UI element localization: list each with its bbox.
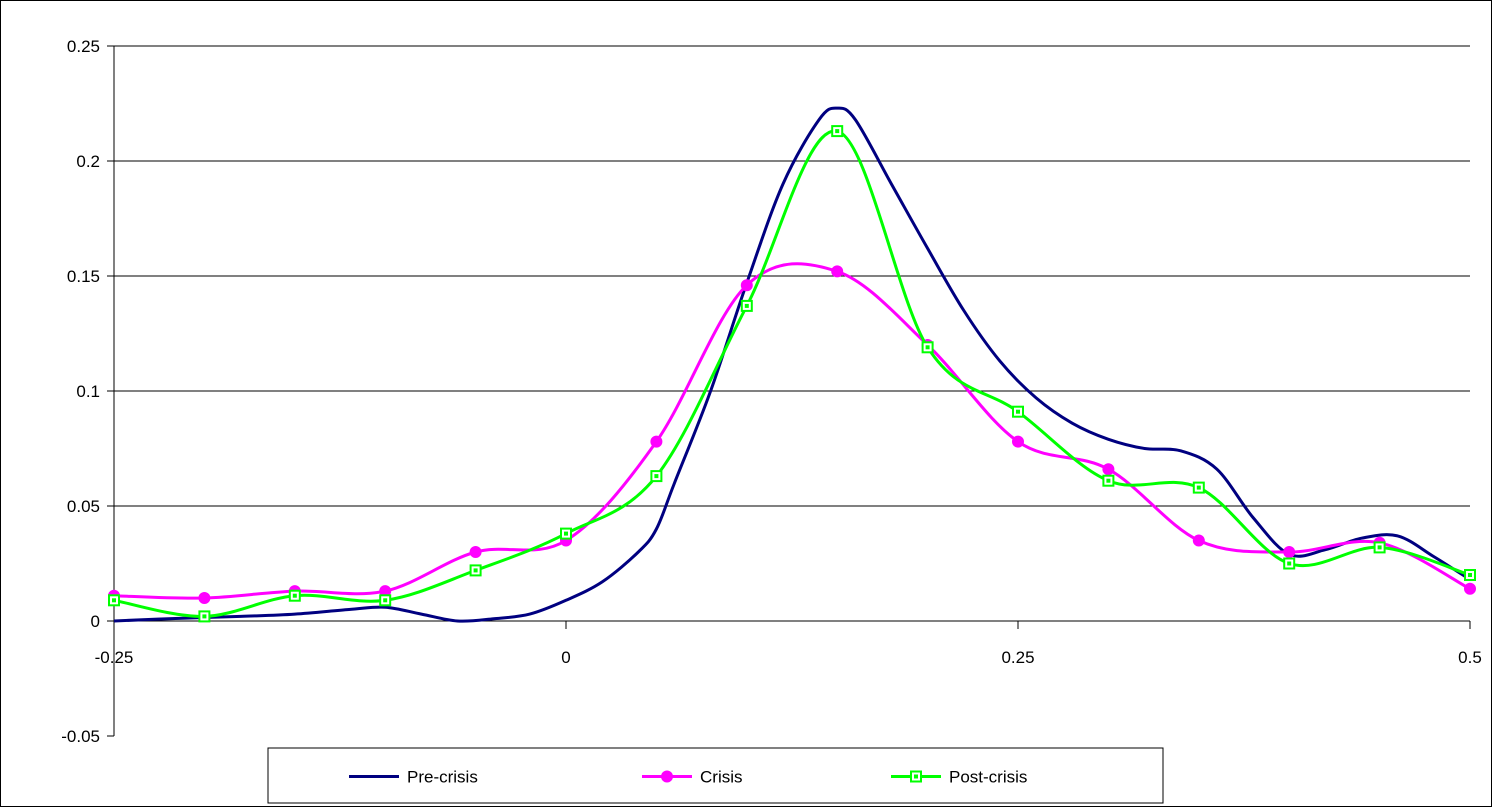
- x-tick-label: 0: [561, 648, 570, 667]
- data-point-crisis: [1012, 435, 1024, 448]
- data-point-post-crisis-core: [1106, 478, 1111, 483]
- legend-marker-crisis: [661, 770, 673, 783]
- data-point-crisis: [198, 592, 211, 604]
- y-tick-label: -0.05: [61, 727, 100, 746]
- data-point-post-crisis-core: [1377, 545, 1382, 550]
- y-tick-label: 0.1: [76, 382, 100, 401]
- legend-marker-post-crisis-core: [914, 774, 918, 779]
- data-point-post-crisis-core: [1016, 409, 1020, 414]
- axes: -0.05 0 0.05 0.1 0.15 0.2 0.25 -0.25 0 0.25 0.5: [61, 37, 1482, 746]
- data-point-post-crisis-core: [654, 474, 659, 479]
- data-point-crisis: [1192, 534, 1205, 547]
- data-point-post-crisis-core: [112, 598, 116, 603]
- y-tick-label: 0.25: [67, 37, 100, 56]
- y-tick-label: 0: [91, 612, 100, 631]
- x-tick-label: 0.5: [1458, 648, 1482, 667]
- data-point-post-crisis-core: [383, 598, 388, 603]
- series-pre-crisis: [113, 106, 1471, 623]
- x-tick-label: -0.25: [95, 648, 134, 667]
- x-tick-label: 0.25: [1001, 648, 1034, 667]
- series-line-post-crisis: [113, 129, 1471, 618]
- data-point-post-crisis-core: [1287, 561, 1292, 566]
- data-point-post-crisis-core: [1468, 573, 1472, 577]
- legend-box: [267, 747, 1164, 804]
- data-point-crisis: [1283, 546, 1296, 558]
- data-point-post-crisis-core: [202, 614, 207, 619]
- data-point-crisis: [740, 279, 753, 292]
- series-line-pre-crisis: [113, 106, 1471, 623]
- legend-label-crisis: Crisis: [700, 768, 743, 787]
- data-point-post-crisis-core: [744, 303, 749, 308]
- data-point-post-crisis-core: [1196, 485, 1201, 490]
- data-point-crisis: [1464, 582, 1476, 595]
- series-layer: [108, 106, 1476, 623]
- legend-label-post-crisis: Post-crisis: [949, 768, 1027, 787]
- y-tick-label: 0.2: [76, 152, 100, 171]
- data-point-crisis: [1102, 463, 1115, 476]
- data-point-post-crisis-core: [473, 568, 478, 573]
- data-point-post-crisis-core: [292, 593, 297, 598]
- y-tick-label: 0.05: [67, 497, 100, 516]
- data-point-post-crisis-core: [925, 345, 930, 350]
- data-point-post-crisis-core: [564, 531, 568, 536]
- legend-label-pre-crisis: Pre-crisis: [407, 768, 478, 787]
- gridlines: [114, 45, 1470, 507]
- data-point-crisis: [469, 546, 482, 558]
- series-post-crisis: [108, 125, 1476, 623]
- legend: Pre-crisis Crisis Post-crisis: [267, 747, 1164, 804]
- y-tick-label: 0.15: [67, 267, 100, 286]
- data-point-crisis: [650, 435, 663, 448]
- series-line-crisis: [113, 262, 1471, 600]
- data-point-post-crisis-core: [835, 129, 840, 134]
- data-point-crisis: [831, 265, 844, 278]
